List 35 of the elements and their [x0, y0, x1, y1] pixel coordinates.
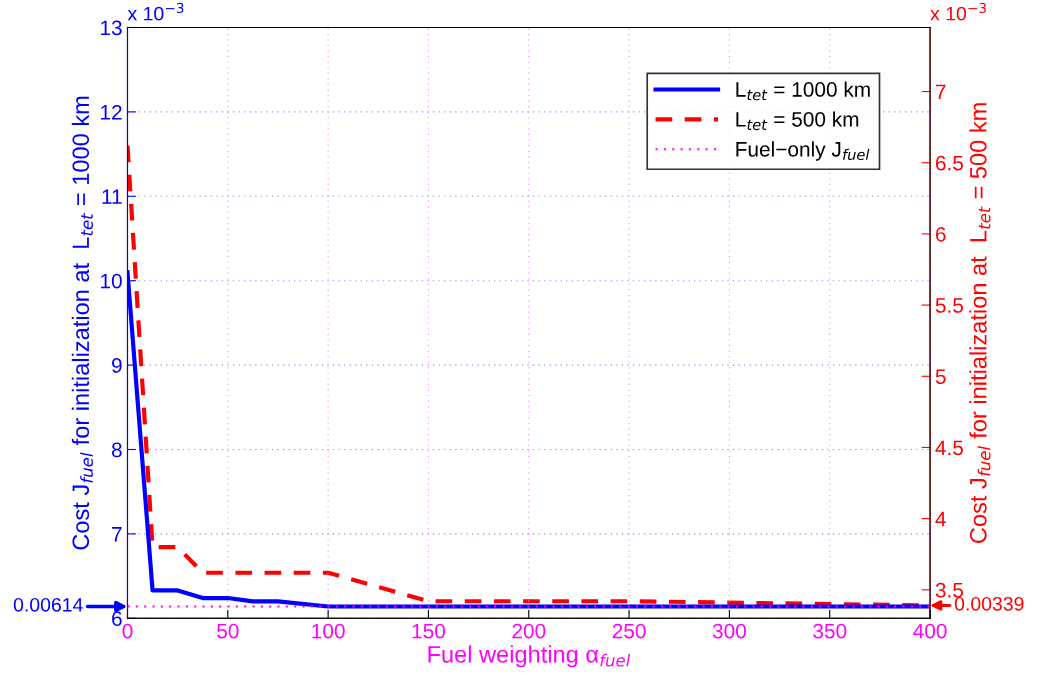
- legend-label: L$_{tet}$ = 500 km: [736, 111, 859, 131]
- x-tick-label: 0: [122, 623, 133, 639]
- x-tick-label: 50: [217, 623, 239, 639]
- annotation: 0.00614: [13, 597, 83, 612]
- y-axis-title: Cost J$_{fuel}$ for initialization at L$_{tet}$ = 1000 km: [71, 96, 93, 550]
- y-tick-label: 10: [101, 273, 122, 289]
- y-tick-label: 12: [101, 104, 122, 120]
- y2-axis-title: Cost J$_{fuel}$ for initialization at L$_{tet}$ = 500 km: [969, 103, 991, 543]
- y2-tick-label: 6: [935, 226, 946, 242]
- x-tick-label: 400: [913, 623, 947, 639]
- legend-label: L$_{tet}$ = 1000 km: [736, 81, 870, 101]
- x-tick-label: 250: [612, 623, 646, 639]
- y-tick-label: 9: [112, 358, 122, 373]
- text: x 10$^{−3}$: [930, 2, 986, 21]
- y2-tick-label: 4.5: [935, 440, 963, 456]
- y-tick-label: 11: [102, 189, 122, 204]
- x-tick-label: 350: [813, 623, 847, 639]
- y2-tick-label: 6.5: [935, 155, 963, 171]
- x-tick-label: 300: [712, 623, 746, 639]
- y2-tick-label: 5: [935, 369, 946, 385]
- y2-tick-label: 4: [935, 511, 946, 527]
- x-tick-label: 200: [512, 623, 546, 639]
- y-tick-label: 7: [112, 527, 122, 542]
- y2-tick-label: 3.5: [935, 582, 963, 598]
- text: 0.00339: [954, 596, 1024, 611]
- legend-label: Fuel−only J$_{fuel}$: [736, 141, 870, 161]
- y2-tick-label: 7: [935, 84, 946, 100]
- text: x 10$^{−3}$: [127, 2, 184, 21]
- x-tick-label: 150: [412, 623, 446, 639]
- x-axis-title: Fuel weighting α$_{fuel}$: [428, 645, 631, 668]
- y-tick-label: 8: [111, 442, 122, 458]
- y2-tick-label: 5.5: [935, 298, 963, 313]
- x-tick-label: 100: [312, 623, 345, 639]
- y-tick-label: 13: [101, 20, 122, 36]
- y-tick-label: 6: [112, 611, 122, 627]
